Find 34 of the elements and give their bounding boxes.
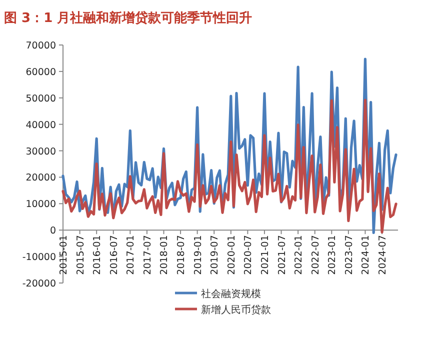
x-tick-label: 2018-01 [159,235,170,275]
x-tick-label: 2015-01 [58,235,70,275]
x-tick-label: 2023-07 [344,235,355,275]
x-tick-label: 2019-01 [192,235,204,275]
x-tick-label: 2017-01 [126,235,137,275]
y-tick-label: 50000 [26,93,56,104]
x-tick-label: 2021-01 [260,235,271,275]
x-tick-label: 2020-07 [243,235,254,275]
x-tick-label: 2024-01 [360,235,372,275]
x-tick-label: 2022-01 [294,235,305,275]
y-tick-label: 30000 [26,146,56,158]
x-tick-label: 2022-07 [310,235,322,275]
y-tick-label: 60000 [26,66,56,78]
y-tick-label: 40000 [26,120,56,131]
legend-label: 新增人民币贷款 [201,304,271,316]
x-tick-label: 2015-07 [75,235,86,275]
x-tick-label: 2016-01 [92,235,104,275]
y-tick-label: 10000 [26,199,56,210]
y-tick-label: 20000 [26,172,56,184]
x-tick-label: 2018-07 [176,235,188,275]
y-tick-label: -10000 [22,252,56,264]
y-tick-label: 0 [50,226,56,237]
x-tick-label: 2023-01 [327,235,338,275]
x-tick-label: 2019-07 [210,235,221,275]
x-tick-label: 2017-07 [142,235,154,275]
legend-label: 社会融资规模 [201,288,261,300]
x-tick-label: 2021-07 [276,235,288,275]
x-tick-label: 2016-07 [108,235,120,275]
y-tick-label: 70000 [26,40,56,52]
chart-title: 图 3：1 月社融和新增贷款可能季节性回升 [4,10,252,26]
y-tick-label: -20000 [22,278,56,290]
line-series [62,98,398,234]
x-tick-label: 2020-01 [226,235,238,275]
x-tick-label: 2024-07 [378,235,389,275]
